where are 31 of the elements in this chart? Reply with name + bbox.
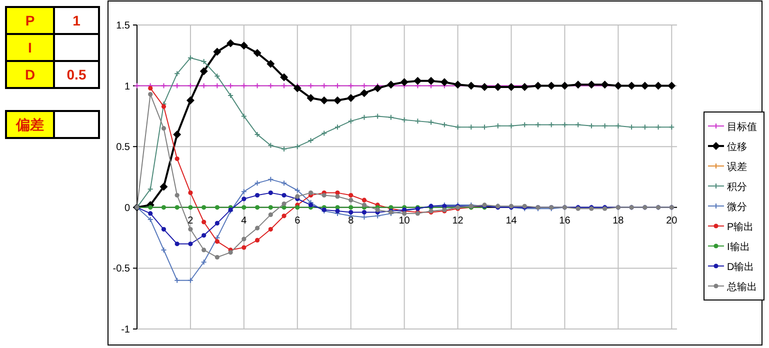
x-tick-label: 12 bbox=[452, 215, 464, 226]
legend-label: 误差 bbox=[727, 161, 747, 173]
text: 1 bbox=[72, 12, 80, 28]
category-label: P bbox=[25, 12, 35, 28]
x-tick-label: 8 bbox=[348, 215, 354, 226]
x-tick-label: 10 bbox=[398, 215, 410, 226]
y-tick-label: 1 bbox=[124, 81, 130, 92]
y-tick-label: -0.5 bbox=[112, 264, 130, 275]
x-tick-label: 14 bbox=[506, 215, 518, 226]
y-tick-label: -1 bbox=[121, 324, 130, 336]
legend-label: 总输出 bbox=[726, 281, 757, 293]
legend-label: 积分 bbox=[727, 181, 747, 193]
category-label: I bbox=[28, 40, 32, 56]
x-tick-label: 2 bbox=[188, 215, 194, 226]
legend-label: 微分 bbox=[727, 201, 747, 213]
y-tick-label: 0.5 bbox=[116, 142, 130, 154]
legend-label: 位移 bbox=[727, 141, 747, 153]
x-tick-label: 18 bbox=[612, 215, 624, 226]
category-label: 偏差 bbox=[16, 116, 44, 132]
y-tick-label: 0 bbox=[124, 202, 130, 214]
legend-label: I输出 bbox=[727, 241, 750, 253]
x-tick-label: 6 bbox=[294, 215, 301, 226]
category-label: D bbox=[24, 66, 36, 82]
y-tick-label: 1.5 bbox=[116, 20, 130, 32]
legend-label: D输出 bbox=[727, 261, 754, 273]
x-tick-label: 16 bbox=[559, 215, 571, 226]
x-tick-label: 20 bbox=[666, 215, 678, 226]
legend-label: 目标值 bbox=[727, 121, 757, 133]
legend-label: P输出 bbox=[727, 221, 754, 233]
text: 0.5 bbox=[66, 66, 86, 82]
x-tick-label: 4 bbox=[241, 215, 248, 226]
